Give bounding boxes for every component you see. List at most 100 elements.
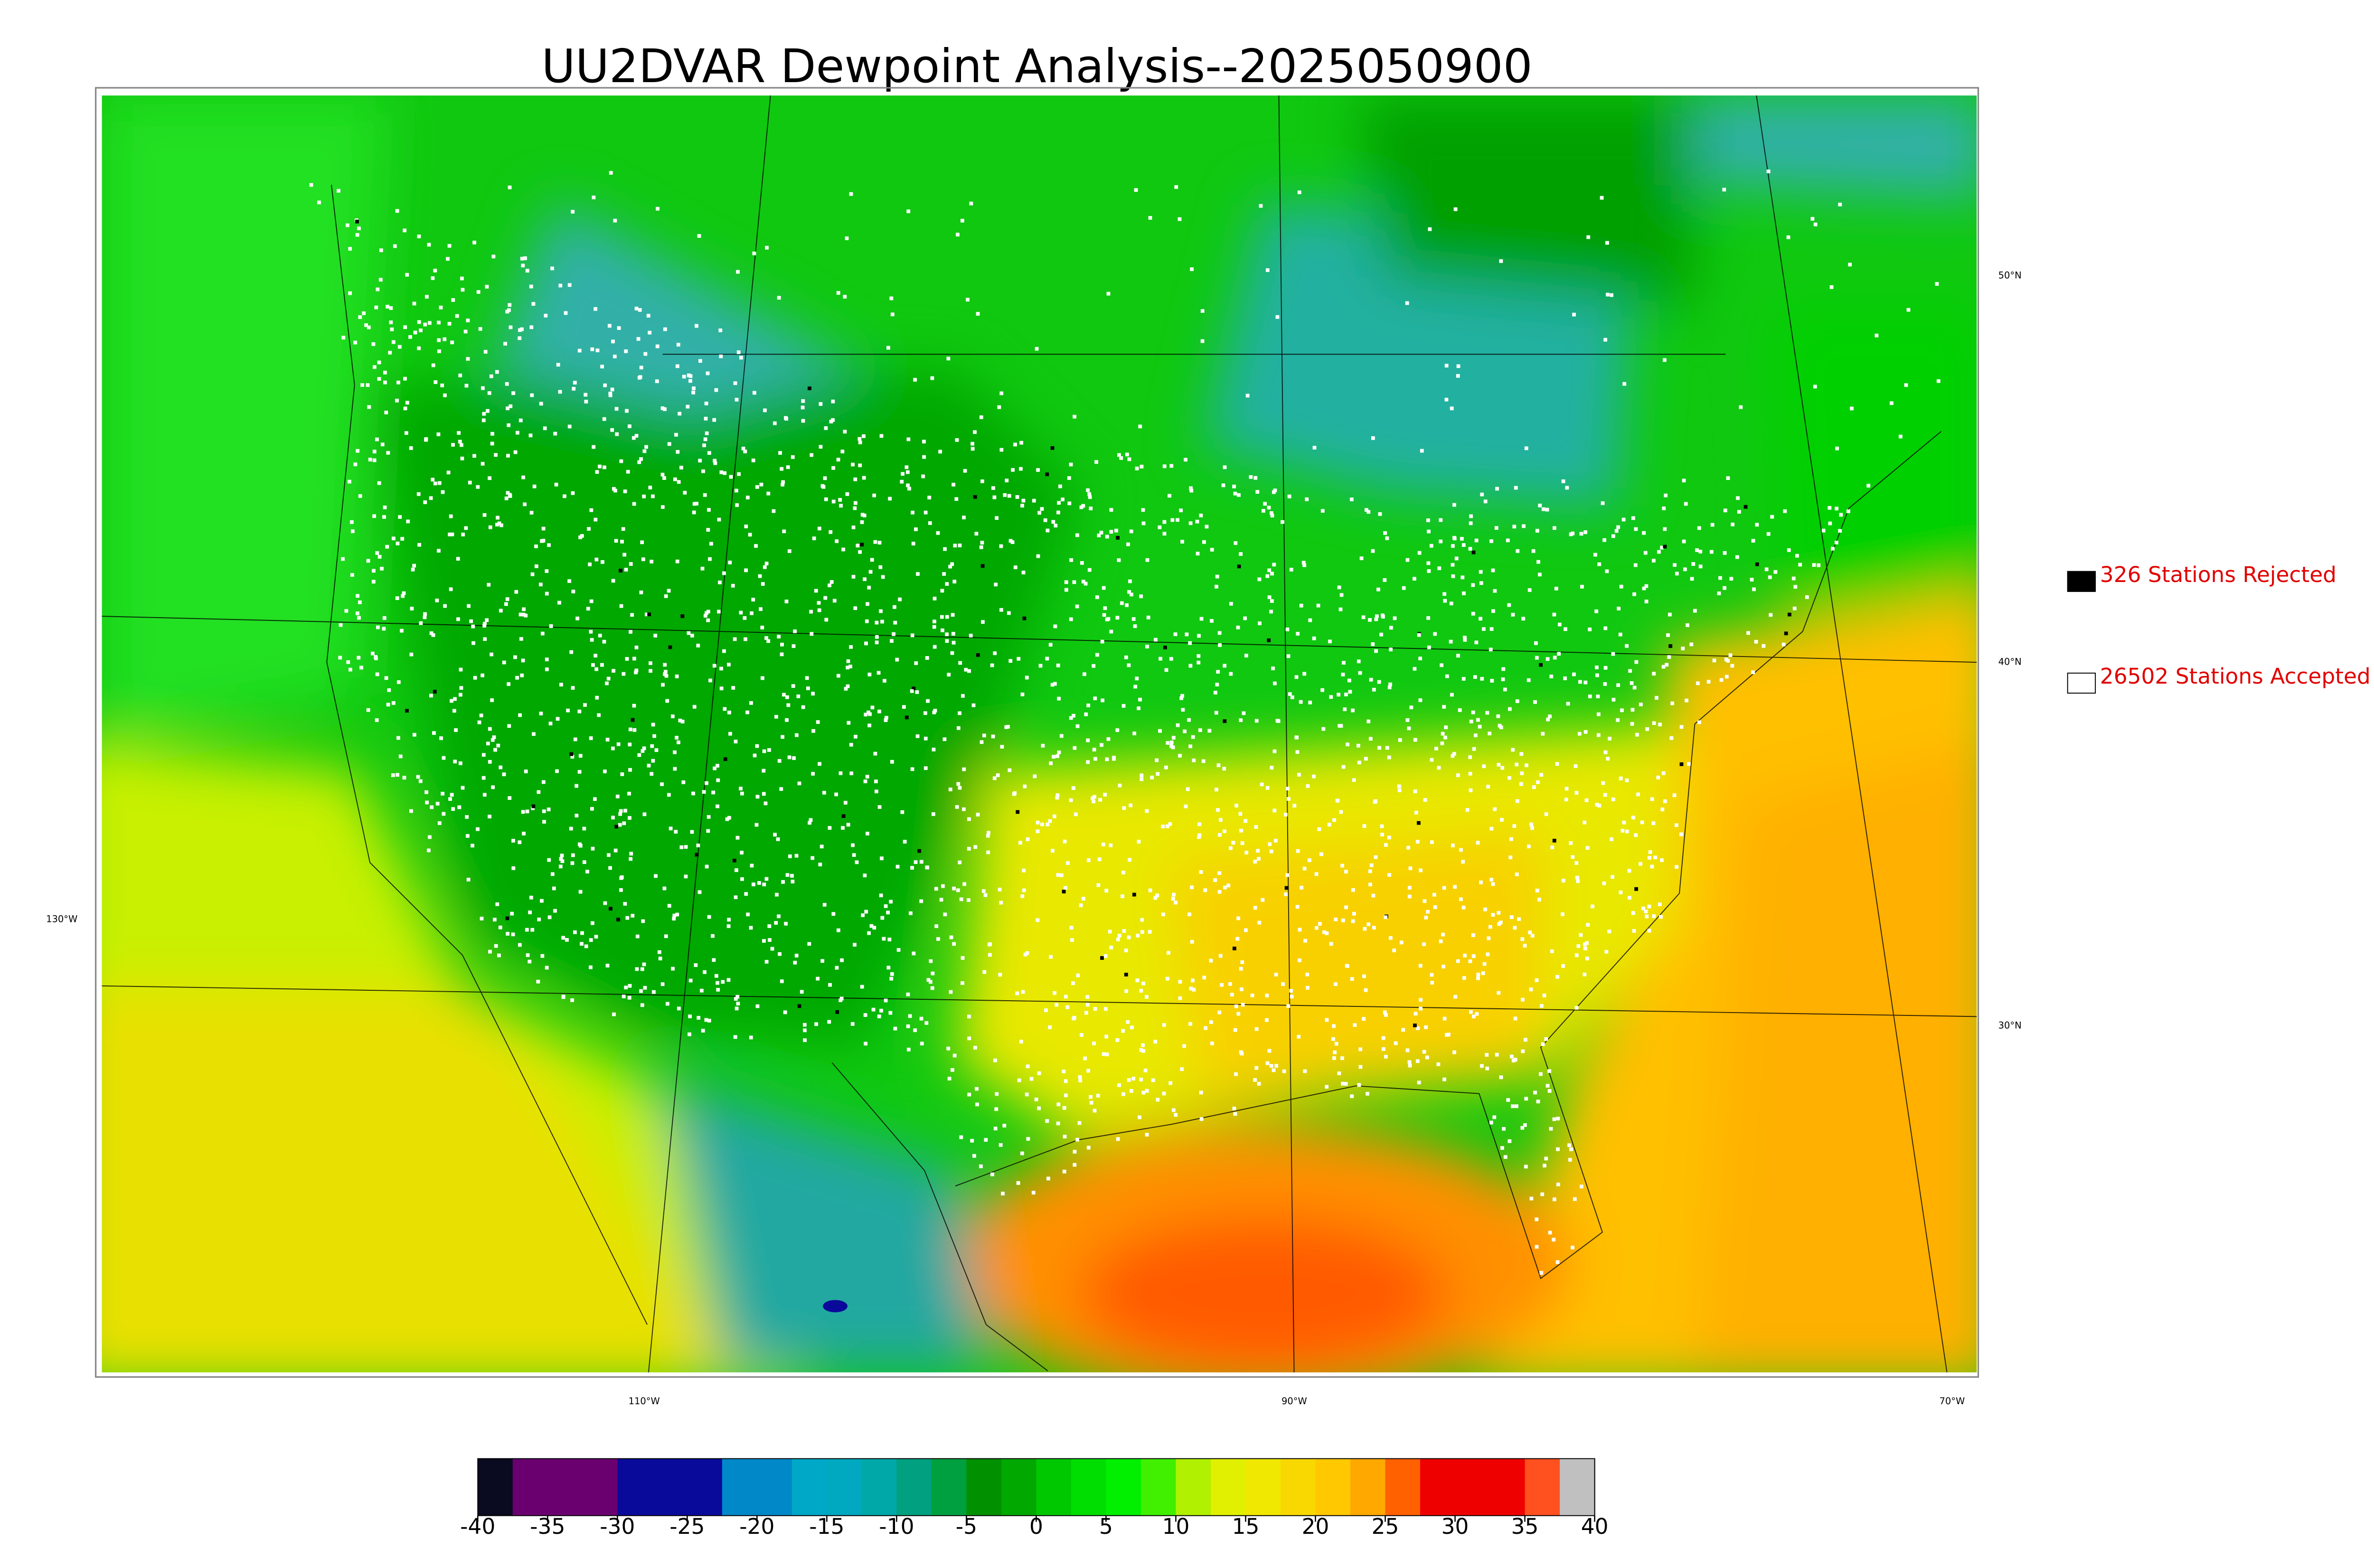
station-dot (409, 446, 413, 450)
station-dot (515, 431, 519, 435)
station-dot (979, 545, 983, 549)
station-dot (417, 346, 421, 350)
station-dot (716, 778, 720, 782)
station-dot (375, 672, 379, 676)
station-dot (430, 805, 434, 809)
station-dot (1215, 788, 1218, 792)
station-dot (1265, 1061, 1270, 1065)
station-dot (1579, 532, 1583, 536)
station-dot (701, 1029, 705, 1033)
station-dot (667, 442, 671, 446)
station-dot (1171, 897, 1175, 901)
station-dot (1013, 791, 1017, 795)
station-dot (722, 649, 726, 653)
station-dot (1190, 885, 1194, 890)
station-dot (1025, 676, 1029, 680)
station-dot (448, 797, 452, 801)
colorbar-tick-label: -10 (879, 1514, 914, 1539)
station-dot (692, 386, 696, 390)
station-dot (814, 589, 818, 593)
station-dot (717, 517, 721, 522)
station-dot (628, 742, 632, 747)
station-dot (1416, 1026, 1420, 1031)
station-dot (1140, 930, 1144, 934)
station-dot (1544, 812, 1548, 816)
station-dot (1005, 479, 1009, 483)
station-dot (1272, 563, 1276, 567)
station-dot (901, 472, 904, 476)
station-dot (906, 209, 911, 214)
station-dot (441, 490, 445, 494)
station-dot (437, 349, 441, 353)
coastlines (102, 95, 1977, 1372)
station-dot (614, 407, 619, 411)
station-dot (416, 492, 421, 496)
station-dot (1300, 885, 1304, 890)
station-dot (1095, 653, 1099, 657)
station-dot (1497, 911, 1501, 915)
station-dot (602, 417, 606, 421)
station-dot (644, 445, 648, 449)
station-dot (727, 711, 731, 714)
station-dot (976, 813, 980, 817)
station-dot (1008, 768, 1012, 772)
station-dot (1338, 723, 1342, 728)
station-dot (966, 298, 970, 302)
station-dot (792, 756, 796, 760)
station-dot (611, 339, 615, 344)
station-dot (1426, 561, 1431, 565)
station-dot (1520, 1126, 1525, 1130)
station-dot (537, 917, 541, 921)
station-dot (1583, 942, 1587, 947)
station-dot (1442, 705, 1446, 709)
station-dot (808, 821, 812, 825)
station-dot (317, 200, 321, 205)
station-dot (569, 826, 573, 831)
station-dot (1083, 582, 1088, 586)
station-dot (1093, 696, 1097, 701)
station-dot (846, 659, 850, 663)
station-dot (348, 247, 352, 251)
station-dot (910, 633, 914, 638)
station-dot (1515, 762, 1519, 767)
station-dot (384, 676, 388, 680)
station-dot (429, 631, 433, 635)
station-dot (547, 858, 551, 862)
station-dot (490, 652, 493, 657)
station-dot (1469, 719, 1473, 723)
station-dot (956, 888, 960, 892)
station-dot (1683, 567, 1687, 572)
station-dot (800, 990, 804, 994)
station-dot (1283, 813, 1288, 817)
station-dot (346, 660, 350, 664)
station-dot (1527, 588, 1532, 592)
station-dot (931, 812, 935, 816)
station-dot (1530, 826, 1534, 830)
station-dot (577, 348, 582, 353)
station-dot (677, 740, 680, 744)
station-dot (674, 830, 678, 834)
station-dot (514, 590, 518, 594)
station-dot (1043, 518, 1047, 522)
station-dot (1115, 616, 1120, 620)
station-dot (1445, 1033, 1449, 1037)
station-dot (1298, 928, 1302, 932)
station-dot (450, 699, 453, 703)
station-dot (472, 454, 476, 458)
station-dot (1634, 527, 1638, 531)
station-dot (662, 476, 666, 480)
station-dot (945, 632, 949, 637)
station-dot (518, 713, 522, 717)
station-dot (346, 223, 349, 227)
station-dot (924, 1021, 929, 1025)
station-dot (488, 760, 492, 764)
station-dot (1161, 912, 1165, 917)
station-dot (1456, 364, 1460, 368)
station-dot (1545, 657, 1550, 661)
station-dot (930, 986, 934, 990)
station-dot (860, 520, 864, 524)
station-dot (424, 790, 428, 794)
station-dot (1577, 732, 1582, 736)
station-dot (1439, 539, 1443, 544)
station-dot (1191, 978, 1195, 983)
